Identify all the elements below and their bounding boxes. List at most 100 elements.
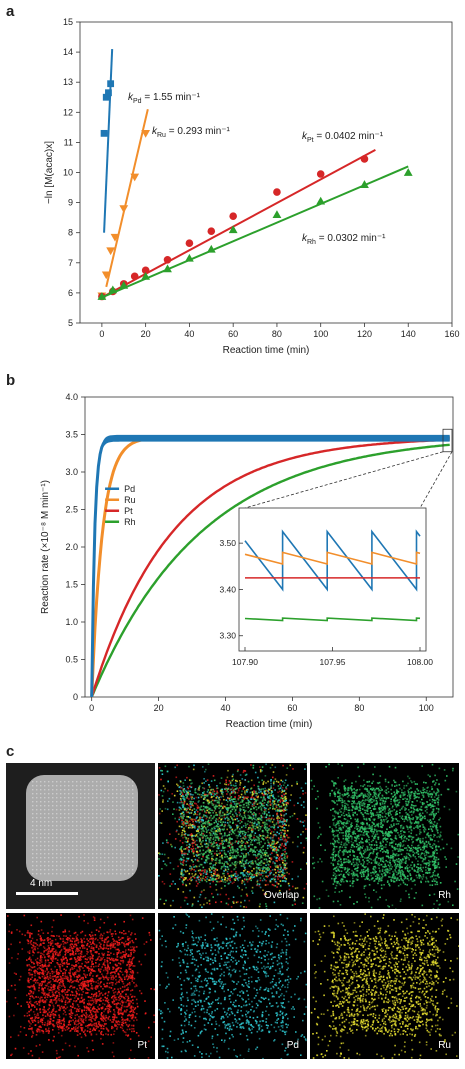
- signal-dot: [227, 857, 230, 860]
- signal-dot: [292, 841, 294, 844]
- signal-dot: [213, 810, 216, 812]
- signal-dot: [285, 852, 288, 855]
- lattice-dot: [128, 853, 130, 855]
- signal-dot: [256, 879, 259, 882]
- signal-dot: [257, 787, 260, 790]
- signal-dot: [283, 835, 285, 837]
- signal-dot: [398, 784, 401, 786]
- signal-dot: [180, 790, 182, 792]
- signal-dot: [244, 816, 246, 818]
- signal-dot: [381, 806, 383, 808]
- signal-dot: [304, 782, 307, 785]
- signal-dot: [282, 764, 284, 767]
- signal-dot: [248, 834, 251, 836]
- signal-dot: [337, 812, 339, 815]
- lattice-dot: [128, 857, 130, 859]
- signal-dot: [242, 816, 244, 819]
- signal-dot: [399, 787, 401, 790]
- signal-dot: [227, 800, 229, 803]
- signal-dot: [282, 836, 284, 839]
- signal-dot: [236, 787, 238, 789]
- signal-dot: [277, 848, 279, 851]
- panel-letter-c: c: [6, 743, 15, 760]
- signal-dot: [284, 823, 286, 825]
- signal-dot: [393, 880, 395, 883]
- signal-dot: [224, 783, 226, 785]
- signal-dot: [385, 798, 388, 800]
- signal-dot: [285, 840, 288, 843]
- signal-dot: [402, 791, 405, 794]
- signal-dot: [235, 800, 237, 803]
- lattice-dot: [124, 825, 126, 827]
- signal-dot: [279, 885, 282, 887]
- signal-dot: [199, 839, 201, 841]
- signal-dot: [379, 841, 382, 844]
- signal-dot: [182, 836, 184, 839]
- lattice-dot: [56, 845, 58, 847]
- signal-dot: [206, 835, 208, 837]
- signal-dot: [243, 883, 246, 886]
- signal-dot: [198, 819, 200, 821]
- signal-dot: [260, 851, 262, 853]
- signal-dot: [376, 801, 378, 803]
- signal-dot: [203, 782, 205, 784]
- signal-dot: [210, 875, 213, 878]
- lattice-dot: [124, 841, 126, 843]
- lattice-dot: [56, 797, 58, 799]
- signal-dot: [240, 846, 242, 849]
- signal-dot: [183, 848, 185, 850]
- signal-dot: [197, 882, 199, 885]
- signal-dot: [254, 813, 257, 815]
- signal-dot: [182, 873, 185, 876]
- signal-dot: [387, 809, 390, 812]
- lattice-dot: [32, 809, 34, 811]
- signal-dot: [204, 822, 207, 825]
- signal-dot: [333, 878, 335, 880]
- signal-dot: [432, 818, 435, 820]
- signal-dot: [271, 791, 274, 793]
- signal-dot: [264, 812, 266, 814]
- signal-dot: [177, 865, 179, 868]
- signal-dot: [253, 867, 255, 870]
- signal-dot: [198, 816, 201, 819]
- signal-dot: [204, 859, 207, 861]
- signal-dot: [245, 872, 248, 874]
- signal-dot: [226, 793, 228, 795]
- signal-dot: [252, 863, 254, 865]
- signal-dot: [343, 800, 346, 802]
- signal-dot: [163, 903, 166, 905]
- signal-dot: [184, 840, 187, 843]
- lattice-dot: [36, 785, 38, 787]
- signal-dot: [345, 850, 348, 852]
- signal-dot: [238, 887, 240, 889]
- signal-dot: [245, 854, 247, 857]
- signal-dot: [187, 822, 189, 824]
- lattice-dot: [64, 849, 66, 851]
- lattice-dot: [104, 813, 106, 815]
- signal-dot: [276, 841, 279, 843]
- signal-dot: [379, 785, 381, 788]
- lattice-dot: [32, 857, 34, 859]
- signal-dot: [434, 858, 437, 861]
- signal-dot: [198, 793, 201, 796]
- signal-dot: [279, 871, 281, 873]
- signal-dot: [214, 827, 216, 830]
- signal-dot: [272, 771, 275, 773]
- lattice-dot: [120, 813, 122, 815]
- lattice-dot: [76, 821, 78, 823]
- signal-dot: [243, 870, 245, 872]
- signal-dot: [242, 788, 245, 790]
- signal-dot: [435, 828, 438, 831]
- signal-dot: [285, 786, 288, 788]
- signal-dot: [208, 811, 210, 814]
- signal-dot: [234, 850, 237, 853]
- signal-dot: [382, 799, 385, 802]
- signal-dot: [181, 872, 184, 874]
- signal-dot: [227, 769, 229, 772]
- lattice-dot: [44, 817, 46, 819]
- signal-dot: [210, 871, 213, 873]
- signal-dot: [344, 802, 346, 805]
- signal-dot: [348, 809, 351, 812]
- signal-dot: [302, 821, 304, 823]
- lattice-dot: [60, 865, 62, 867]
